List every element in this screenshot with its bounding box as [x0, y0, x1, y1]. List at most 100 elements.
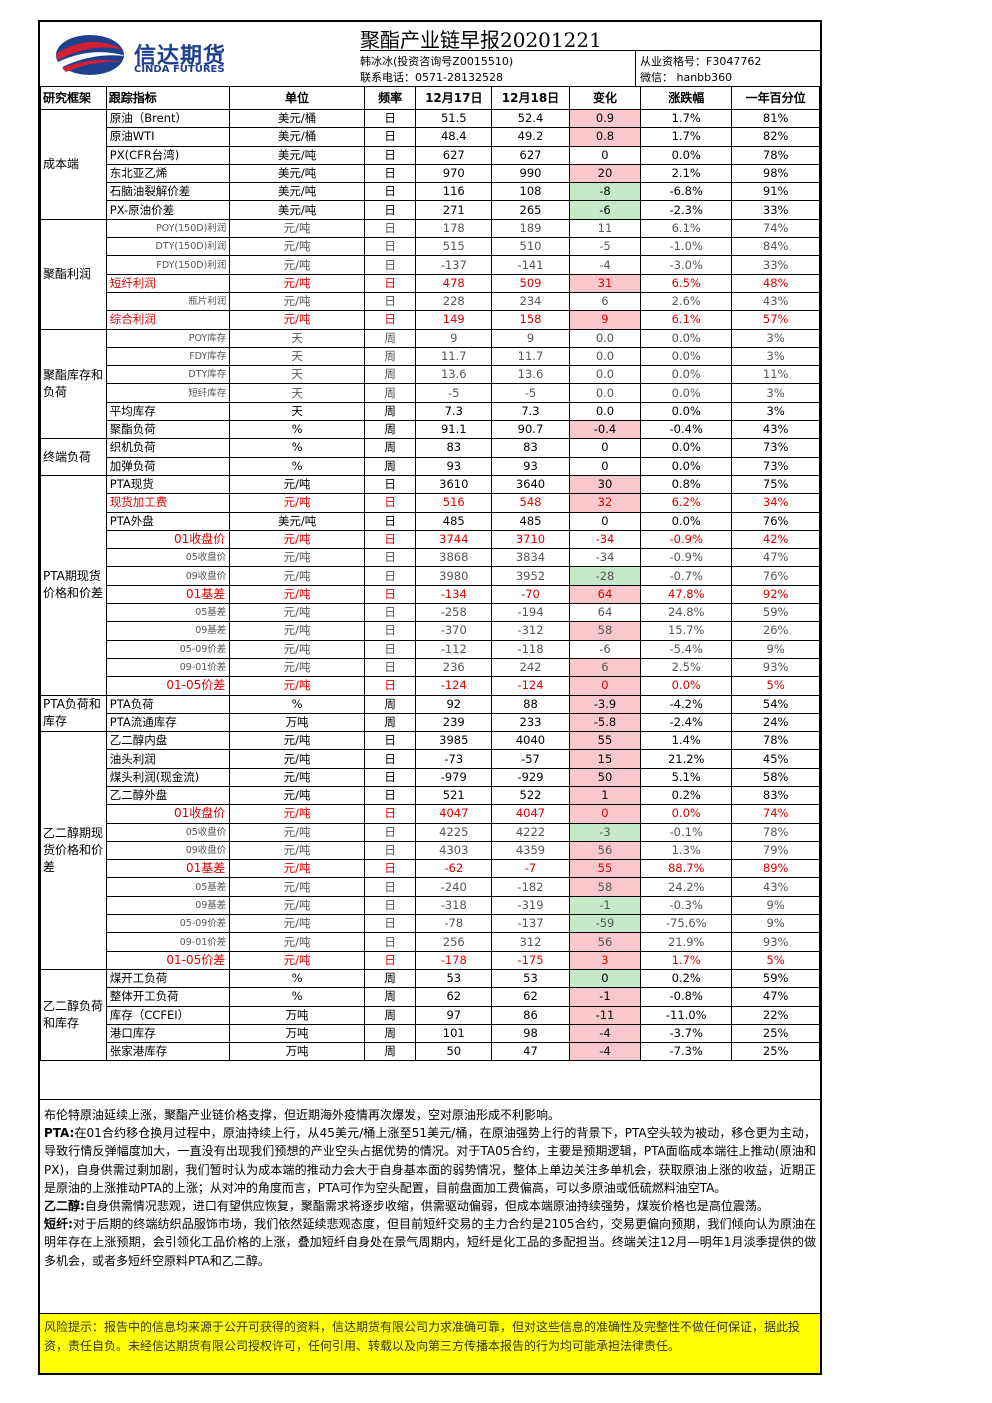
- cell-unit: 天: [229, 383, 365, 403]
- indicator-name: 01收盘价: [105, 529, 231, 550]
- indicator-name: 01基差: [105, 859, 231, 879]
- indicator-name: 聚酯负荷: [105, 420, 231, 440]
- cell-d2: 990: [491, 163, 570, 184]
- cell-pctl: 33%: [731, 200, 820, 220]
- commentary-psf: 短纤:对于后期的终端纺织品服饰市场，我们依然延续悲观态度，但目前短纤交易的主力合…: [44, 1215, 816, 1270]
- meg-label: 乙二醇:: [44, 1199, 85, 1214]
- cell-chg: 58: [568, 877, 642, 897]
- indicator-name: PX(CFR台湾): [105, 145, 231, 165]
- cell-chg: 0: [568, 456, 642, 476]
- cell-freq: 日: [363, 548, 417, 568]
- indicator-name: 09-01价差: [105, 657, 231, 678]
- cell-chg: 1: [568, 785, 642, 806]
- indicator-name: 01-05价差: [105, 950, 231, 970]
- cell-chg: 32: [568, 493, 642, 513]
- category-cell: PTA负荷和库存: [40, 694, 107, 733]
- table-row: 01-05价差 元/吨日 -124 -124 0 0.0% 5%: [41, 676, 820, 696]
- commentary-pta: PTA:在01合约移仓换月过程中，原油持续上行，从45美元/桶上涨至51美元/桶…: [44, 1124, 816, 1197]
- cell-d2: 522: [491, 785, 570, 806]
- report-title: 聚酯产业链早报20201221: [360, 28, 602, 52]
- column-header: 研究框架: [40, 86, 107, 110]
- cell-pct: -4.2%: [640, 694, 733, 714]
- indicator-name: PTA负荷: [105, 694, 231, 714]
- cell-pctl: 73%: [731, 456, 820, 476]
- cell-pct: 15.7%: [640, 621, 733, 641]
- cell-d1: 92: [415, 694, 493, 714]
- indicator-name: PX-原油价差: [105, 200, 231, 220]
- cell-freq: 日: [363, 291, 417, 312]
- cell-freq: 日: [363, 163, 417, 184]
- cell-pctl: 76%: [731, 511, 820, 531]
- cell-pctl: 25%: [731, 1023, 820, 1044]
- table-row: 01收盘价 元/吨日 4047 4047 0 0.0% 74%: [41, 804, 820, 824]
- cell-pct: 6.1%: [640, 310, 733, 330]
- category-cell: 聚酯库存和负荷: [40, 328, 107, 440]
- indicator-name: 现货加工费: [105, 493, 231, 513]
- indicator-name: 05-09价差: [105, 914, 231, 934]
- cell-chg: -11: [568, 1005, 642, 1025]
- cell-d2: -175: [491, 950, 570, 970]
- cell-unit: %: [229, 987, 365, 1007]
- cell-d1: 3985: [415, 731, 493, 751]
- indicator-name: 05收盘价: [105, 822, 231, 842]
- cell-d2: 52.4: [491, 108, 570, 129]
- cell-d2: 47: [491, 1042, 570, 1062]
- cell-d1: -979: [415, 767, 493, 787]
- cell-pct: 0.2%: [640, 968, 733, 989]
- cell-unit: 元/吨: [229, 603, 365, 623]
- cell-unit: %: [229, 694, 365, 714]
- cell-pctl: 11%: [731, 365, 820, 385]
- cell-freq: 周: [363, 987, 417, 1007]
- cell-pctl: 33%: [731, 255, 820, 275]
- qualification-number: 从业资格号：F3047762: [640, 55, 762, 68]
- cell-unit: 元/吨: [229, 932, 365, 952]
- cell-d1: 521: [415, 785, 493, 806]
- cell-d1: 271: [415, 200, 493, 220]
- cell-chg: 0.0: [568, 401, 642, 422]
- cell-chg: 6: [568, 657, 642, 678]
- cell-freq: 日: [363, 950, 417, 970]
- column-header: 变化: [568, 86, 642, 110]
- cell-freq: 日: [363, 785, 417, 806]
- table-row: 05收盘价 元/吨日 4225 4222 -3 -0.1% 78%: [41, 822, 820, 842]
- cell-d1: 3868: [415, 548, 493, 568]
- cell-chg: 3: [568, 950, 642, 970]
- cell-d1: 62: [415, 987, 493, 1007]
- cell-unit: 元/吨: [229, 548, 365, 568]
- cell-pct: -0.9%: [640, 548, 733, 568]
- cell-d1: 516: [415, 493, 493, 513]
- cell-freq: 日: [363, 840, 417, 861]
- indicator-name: 05收盘价: [105, 548, 231, 568]
- cell-pct: 47.8%: [640, 584, 733, 605]
- cell-d1: 97: [415, 1005, 493, 1025]
- cell-chg: 56: [568, 932, 642, 952]
- cell-freq: 周: [363, 1042, 417, 1062]
- cell-d2: -137: [491, 914, 570, 934]
- table-row: FDY库存天周 11.7 11.7 0.0 0.0% 3%: [41, 346, 820, 367]
- cell-pctl: 5%: [731, 950, 820, 970]
- commentary-intro: 布伦特原油延续上涨，聚酯产业链价格支撑，但近期海外疫情再次爆发，空对原油形成不利…: [44, 1108, 561, 1122]
- cell-d2: -5: [491, 383, 570, 403]
- cell-d2: -182: [491, 877, 570, 897]
- cell-freq: 周: [363, 694, 417, 714]
- logo-english-name: CINDA FUTURES: [134, 64, 225, 75]
- indicator-name: 05基差: [105, 877, 231, 897]
- cell-freq: 日: [363, 310, 417, 330]
- cell-pctl: 89%: [731, 859, 820, 879]
- psf-text: 对于后期的终端纺织品服饰市场，我们依然延续悲观态度，但目前短纤交易的主力合约是2…: [44, 1217, 816, 1268]
- indicator-name: DTY(150D)利润: [105, 237, 231, 257]
- cell-d2: 86: [491, 1005, 570, 1025]
- cell-pctl: 73%: [731, 438, 820, 458]
- cell-d2: -7: [491, 859, 570, 879]
- indicator-name: 综合利润: [105, 310, 231, 330]
- cell-pct: -2.3%: [640, 200, 733, 220]
- table-row: 现货加工费 元/吨日 516 548 32 6.2% 34%: [41, 493, 820, 513]
- table-row: 油头利润 元/吨日 -73 -57 15 21.2% 45%: [41, 749, 820, 769]
- column-header: 频率: [363, 86, 417, 110]
- cell-unit: 元/吨: [229, 310, 365, 330]
- indicator-name: PTA现货: [105, 474, 231, 495]
- cell-freq: 日: [363, 932, 417, 952]
- indicator-name: 原油WTI: [105, 127, 231, 147]
- table-row: 东北亚乙烯 美元/吨日 970 990 20 2.1% 98%: [41, 163, 820, 184]
- cell-d1: 236: [415, 657, 493, 678]
